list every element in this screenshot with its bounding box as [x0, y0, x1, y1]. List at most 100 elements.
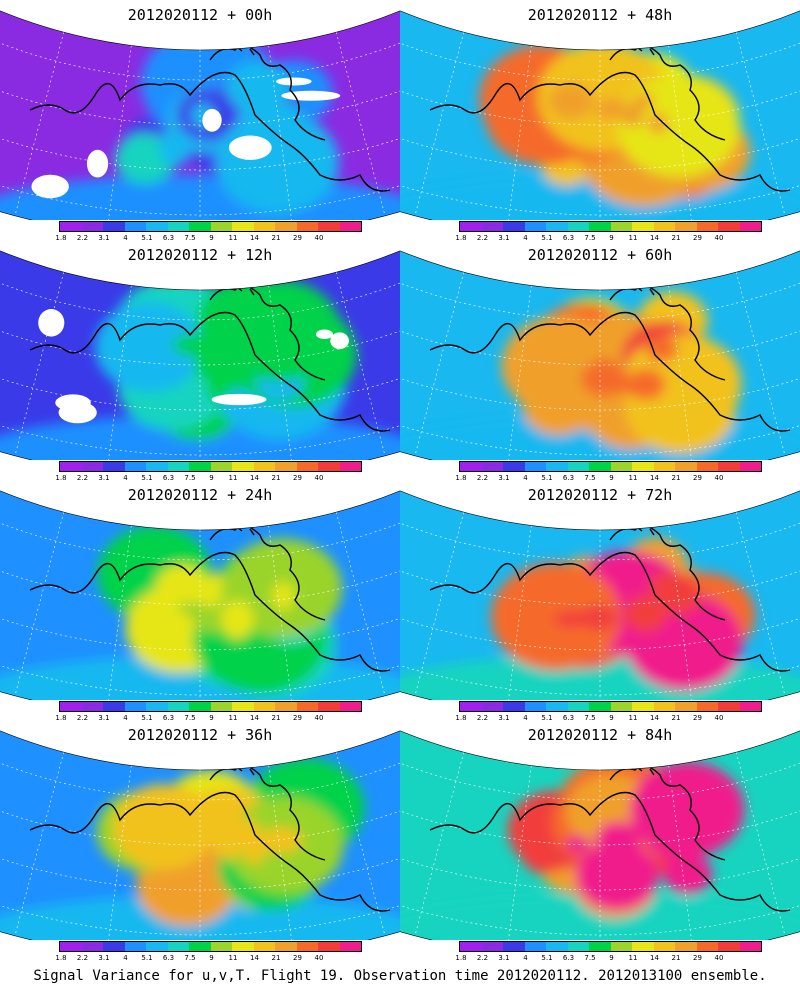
- longitude-line: [667, 755, 697, 940]
- colorbar-tick-label: 4: [123, 954, 128, 962]
- colorbar-swatch: [210, 462, 232, 471]
- colorbar-tick-label: 29: [293, 234, 302, 242]
- colorbar-tick-label: 4: [123, 474, 128, 482]
- colorbar-swatch: [653, 702, 675, 711]
- colorbar-swatch: [81, 222, 103, 231]
- colorbar: 1.8 2.2 3.1 4 5.1 6.3 7.5 9 11 14 21 29 40: [55, 221, 362, 248]
- field-contour: [647, 113, 669, 134]
- longitude-line: [9, 742, 67, 940]
- colorbar-swatch: [232, 702, 254, 711]
- colorbar-tick-label: 9: [609, 714, 614, 722]
- colorbar-tick-label: 5.1: [541, 234, 553, 242]
- colorbar-swatch: [124, 702, 146, 711]
- colorbar-tick-label: 11: [228, 714, 238, 722]
- colorbar-tick-label: 9: [209, 474, 214, 482]
- colorbar-tick-label: 21: [271, 474, 281, 482]
- colorbar-swatch: [610, 462, 632, 471]
- colorbar-swatch: [675, 702, 697, 711]
- colorbar-tick-label: 21: [671, 474, 681, 482]
- colorbar-swatch: [318, 942, 340, 951]
- map-boundary: [0, 490, 400, 700]
- colorbar-swatch: [696, 222, 718, 231]
- variance-field: [400, 243, 800, 460]
- colorbar-swatch: [653, 942, 675, 951]
- coastline-path: [29, 311, 391, 432]
- colorbar-swatch: [653, 222, 675, 231]
- graticule: [400, 723, 800, 940]
- graticule: [400, 483, 800, 700]
- coastline-path: [209, 525, 326, 621]
- colorbar-swatch: [589, 222, 611, 231]
- colorbar-swatches: [59, 941, 362, 952]
- field-contour: [575, 841, 659, 911]
- field-contour: [621, 334, 742, 434]
- colorbar-tick-label: 40: [314, 714, 324, 722]
- map-boundary: [0, 730, 400, 940]
- variance-field: [0, 3, 400, 220]
- map-panel-00h: 2012020112 + 00h 1.8 2.2 3.1 4 5.1 6.3 7.5 9 11 1…: [0, 0, 400, 242]
- longitude-line: [667, 35, 697, 220]
- colorbar: 1.8 2.2 3.1 4 5.1 6.3 7.5 9 11 14 21 29 40: [55, 941, 362, 968]
- colorbar-swatch: [189, 222, 211, 231]
- colorbar-tick-label: 3.1: [98, 474, 110, 482]
- colorbar-swatch: [146, 942, 168, 951]
- colorbar-swatch: [232, 222, 254, 231]
- colorbar-swatch: [318, 222, 340, 231]
- colorbar-swatch: [696, 702, 718, 711]
- field-contour: [580, 361, 629, 397]
- colorbar-tick-label: 7.5: [584, 954, 596, 962]
- colorbar-swatches: [459, 461, 762, 472]
- colorbar-tick-label: 14: [250, 954, 259, 962]
- figure-caption: Signal Variance for u,v,T. Flight 19. Ob…: [33, 968, 767, 984]
- variance-map: [0, 3, 400, 220]
- colorbar-tick-label: 9: [609, 234, 614, 242]
- colorbar-swatch: [481, 462, 503, 471]
- colorbar-tick-label: 5.1: [541, 474, 553, 482]
- variance-map: [0, 723, 400, 940]
- colorbar-tick-label: 11: [228, 954, 238, 962]
- colorbar-swatch: [739, 942, 761, 951]
- field-contour: [663, 853, 713, 895]
- colorbar-swatches: [59, 701, 362, 712]
- colorbar-swatch: [210, 702, 232, 711]
- colorbar-tick-label: 40: [714, 954, 724, 962]
- field-contour: [632, 92, 655, 110]
- colorbar-swatch: [739, 702, 761, 711]
- variance-map: [400, 243, 800, 460]
- colorbar-swatch: [718, 702, 740, 711]
- field-contour: [521, 836, 567, 874]
- colorbar-swatch: [567, 462, 589, 471]
- graticule: [0, 723, 400, 940]
- colorbar-tick-label: 5.1: [141, 234, 153, 242]
- colorbar-swatch: [610, 942, 632, 951]
- colorbar-tick-label: 14: [250, 714, 259, 722]
- colorbar-swatch: [167, 942, 189, 951]
- colorbar-tick-label: 29: [693, 954, 702, 962]
- panel-title: 2012020112 + 24h: [127, 486, 273, 504]
- field-contour: [625, 594, 667, 632]
- longitude-line: [733, 502, 791, 700]
- colorbar-swatch: [318, 462, 340, 471]
- colorbar-swatch: [60, 702, 82, 711]
- coastline-path: [609, 765, 726, 861]
- colorbar-swatch: [503, 942, 525, 951]
- colorbar-tick-label: 14: [650, 474, 659, 482]
- colorbar-swatch: [189, 462, 211, 471]
- colorbar-swatch: [481, 942, 503, 951]
- colorbar-swatch: [232, 462, 254, 471]
- field-contour: [219, 279, 341, 381]
- colorbar-tick-label: 9: [609, 954, 614, 962]
- colorbar-swatch: [318, 702, 340, 711]
- colorbar-tick-label: 5.1: [541, 714, 553, 722]
- colorbar-swatch: [103, 462, 125, 471]
- colorbar-swatch: [524, 462, 546, 471]
- panel-title: 2012020112 + 84h: [527, 726, 673, 744]
- colorbar-swatch: [146, 462, 168, 471]
- field-contour: [552, 611, 598, 628]
- longitude-line: [9, 22, 67, 220]
- variance-map: [0, 483, 400, 700]
- colorbar-swatch: [632, 462, 654, 471]
- map-panel-12h: 2012020112 + 12h 1.8 2.2 3.1 4 5.1 6.3 7.5 9 11 1…: [0, 240, 400, 482]
- colorbar-tick-label: 7.5: [584, 714, 596, 722]
- colorbar-swatch: [296, 462, 318, 471]
